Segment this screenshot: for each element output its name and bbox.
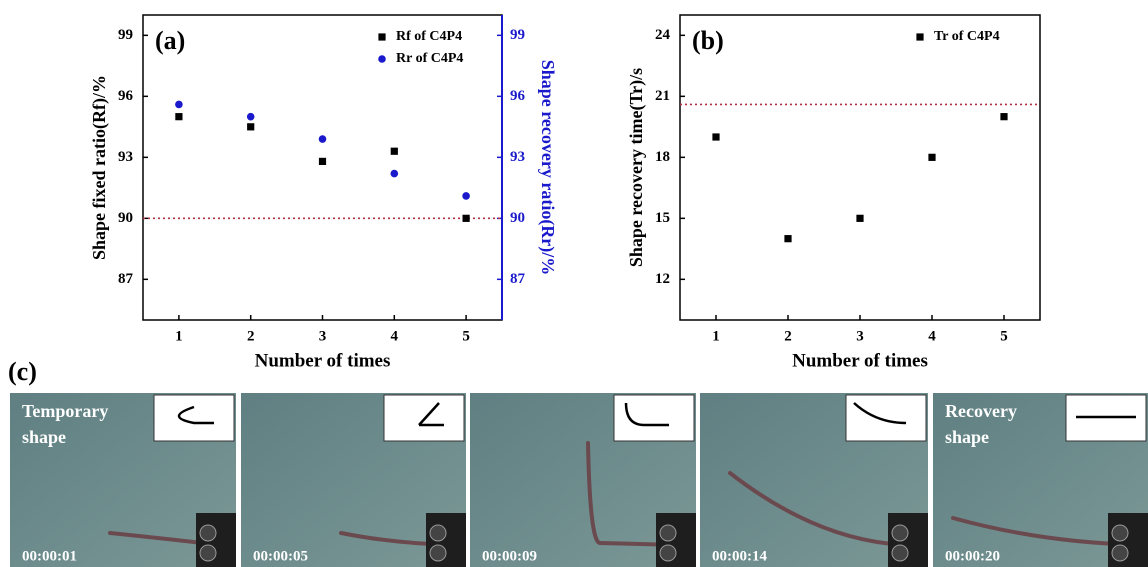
y2-tick-label: 96 xyxy=(510,88,526,104)
y-tick-label: 21 xyxy=(655,88,670,104)
x-tick-label: 1 xyxy=(712,328,720,344)
x-tick-label: 5 xyxy=(1000,328,1008,344)
data-point xyxy=(318,157,327,165)
legend-marker xyxy=(378,33,386,41)
clamp-bolt xyxy=(429,544,447,562)
y2-tick-label: 93 xyxy=(510,149,525,165)
x-tick-label: 5 xyxy=(462,328,470,344)
legend-label: Rr of C4P4 xyxy=(396,51,463,66)
panel-label: (a) xyxy=(155,26,185,55)
y-axis-label: Shape recovery time(Tr)/s xyxy=(626,68,647,267)
data-point xyxy=(175,113,183,121)
inset-shape xyxy=(624,402,669,427)
photo-frame: 00:00:14 xyxy=(700,393,928,567)
panel-label: (c) xyxy=(8,357,37,386)
data-point xyxy=(462,214,470,222)
legend-marker xyxy=(916,33,924,41)
inset xyxy=(153,394,235,442)
y-tick-label: 87 xyxy=(118,271,134,287)
photo-frame: 00:00:05 xyxy=(241,393,466,567)
frame-time: 00:00:05 xyxy=(253,548,308,564)
inset xyxy=(845,394,927,442)
inset-shape xyxy=(418,402,444,427)
y-tick-label: 90 xyxy=(118,210,133,226)
clamp-bolt xyxy=(659,544,677,562)
chart: 87 90 93 96 99 87 90 93 96 99 1 2 3 4 5 (a) Number of ti… xyxy=(89,14,558,371)
y-axis-label: Shape fixed ratio(Rf)/% xyxy=(89,75,110,260)
legend-label: Tr of C4P4 xyxy=(934,29,1000,44)
frame-caption: Temporary shape xyxy=(22,401,108,447)
x-axis-label: Number of times xyxy=(255,350,391,371)
data-point xyxy=(712,133,720,141)
data-point xyxy=(175,100,183,109)
clamp-bolt xyxy=(891,524,909,542)
y-tick-label: 24 xyxy=(655,27,671,43)
y-tick-label: 99 xyxy=(118,27,133,43)
clamp-bolt xyxy=(891,544,909,562)
photo-frame: Temporary shape 00:00:01 xyxy=(10,393,236,567)
data-point xyxy=(390,147,398,155)
x-tick-label: 4 xyxy=(391,328,399,344)
y-tick-label: 96 xyxy=(118,88,134,104)
x-tick-label: 3 xyxy=(856,328,864,344)
y2-tick-label: 90 xyxy=(510,210,525,226)
data-point xyxy=(246,112,255,121)
frame-time: 00:00:20 xyxy=(945,548,1000,564)
data-point xyxy=(247,123,255,131)
legend-label: Rf of C4P4 xyxy=(396,29,462,44)
y-tick-label: 15 xyxy=(655,210,670,226)
x-tick-label: 1 xyxy=(175,328,183,344)
plot-frame xyxy=(679,14,1041,321)
photo-frame: 00:00:09 xyxy=(470,393,696,567)
clamp-bolt xyxy=(659,524,677,542)
inset-shape xyxy=(853,402,907,425)
y2-tick-label: 87 xyxy=(510,271,526,287)
data-point xyxy=(928,153,936,161)
clamp-bolt xyxy=(429,524,447,542)
x-tick-label: 2 xyxy=(784,328,792,344)
x-axis-label: Number of times xyxy=(792,350,928,371)
photo-frame: Recovery shape 00:00:20 xyxy=(933,393,1148,567)
legend-marker xyxy=(378,55,386,63)
x-tick-label: 4 xyxy=(928,328,936,344)
panel-label: (b) xyxy=(692,26,724,55)
clamp-bolt xyxy=(1111,524,1129,542)
clamp-bolt xyxy=(199,544,217,562)
inset-shape xyxy=(177,405,214,425)
data-point xyxy=(318,135,327,143)
x-tick-label: 2 xyxy=(247,328,255,344)
frame-time: 00:00:14 xyxy=(712,548,767,564)
clamp-bolt xyxy=(1111,544,1129,562)
y2-axis-label: Shape recovery ratio(Rr)/% xyxy=(537,60,558,276)
data-point xyxy=(784,235,792,243)
data-point xyxy=(1000,113,1008,121)
y2-tick-label: 99 xyxy=(510,27,525,43)
clamp-bolt xyxy=(199,524,217,542)
inset xyxy=(613,394,695,442)
sample-strip xyxy=(586,441,682,547)
data-point xyxy=(462,192,470,200)
y-tick-label: 18 xyxy=(655,149,670,165)
y-tick-label: 93 xyxy=(118,149,133,165)
frame-time: 00:00:01 xyxy=(22,548,77,564)
x-tick-label: 3 xyxy=(319,328,327,344)
data-point xyxy=(390,169,399,178)
frame-time: 00:00:09 xyxy=(482,548,537,564)
y-tick-label: 12 xyxy=(655,271,670,287)
frame-caption: Recovery shape xyxy=(945,401,1017,447)
data-point xyxy=(856,214,864,222)
